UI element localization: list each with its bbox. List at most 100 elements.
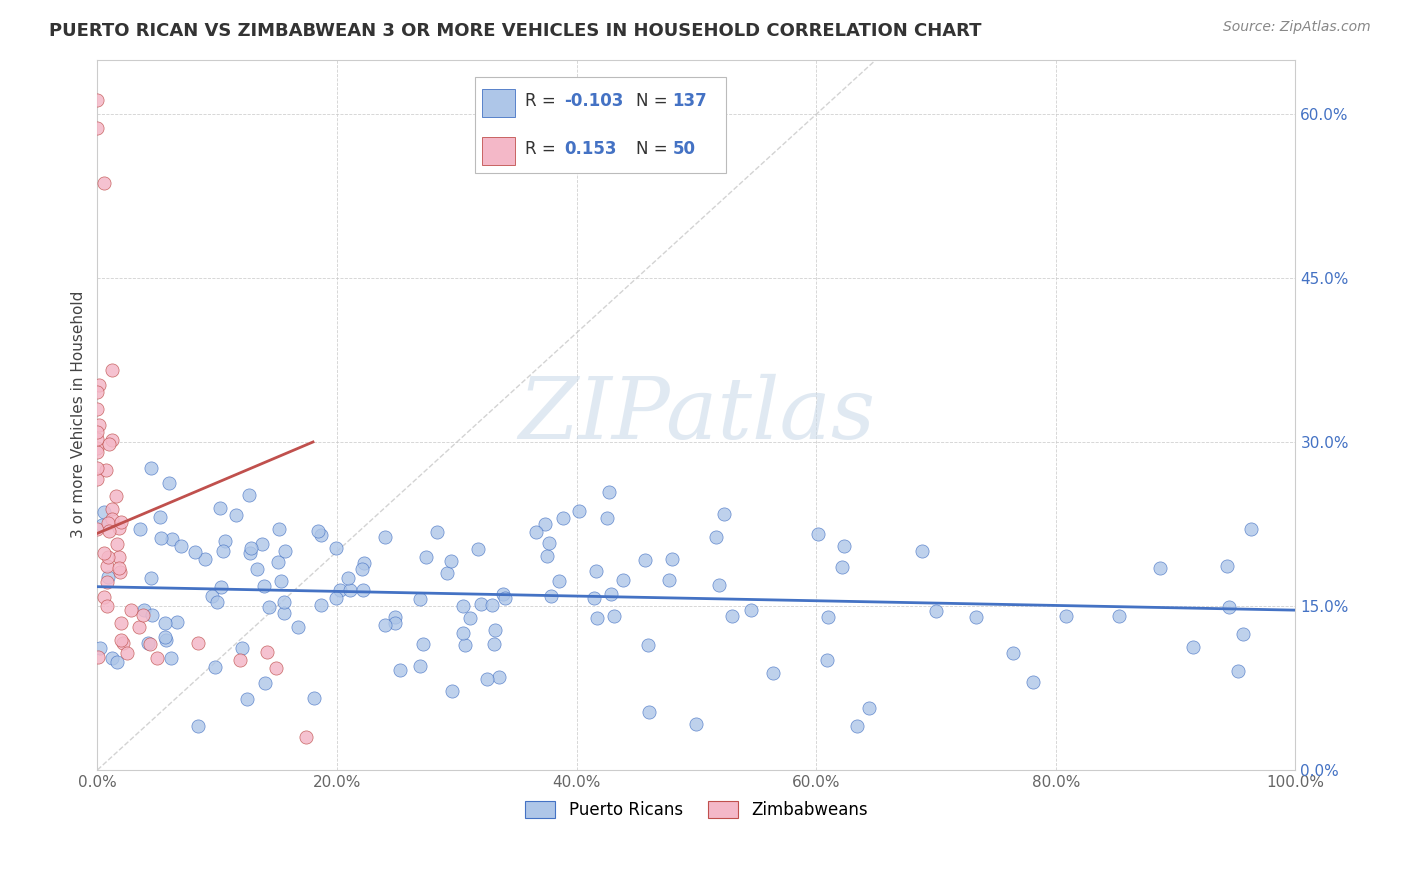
Point [110, 632, 132, 647]
Point [104, 489, 127, 503]
Point [141, 608, 163, 623]
Point [86, 444, 108, 458]
Point [155, 615, 177, 630]
Point [374, 530, 396, 544]
Point [105, 537, 128, 551]
Point [568, 503, 591, 517]
Point [107, 521, 129, 535]
Point [266, 661, 288, 675]
Point [1149, 561, 1171, 575]
Point [254, 676, 277, 690]
Point [484, 623, 506, 637]
Point [1215, 558, 1237, 573]
Point [166, 615, 188, 629]
Point [97, 436, 120, 450]
Point [132, 608, 155, 623]
Text: 0.153: 0.153 [565, 140, 617, 158]
Point [481, 598, 503, 612]
Point [94, 463, 117, 477]
Y-axis label: 3 or more Vehicles in Household: 3 or more Vehicles in Household [72, 291, 86, 539]
Point [97, 570, 120, 584]
Point [256, 645, 278, 659]
Point [96, 574, 118, 589]
Point [467, 542, 489, 557]
Legend: Puerto Ricans, Zimbabweans: Puerto Ricans, Zimbabweans [519, 794, 875, 826]
Point [96, 558, 118, 573]
Point [740, 602, 762, 616]
Point [1181, 640, 1204, 655]
Point [93, 176, 115, 190]
Point [586, 611, 609, 625]
Point [120, 603, 142, 617]
Point [551, 511, 574, 525]
Point [302, 691, 325, 706]
Point [492, 587, 515, 601]
Point [845, 719, 868, 733]
Point [453, 626, 475, 640]
Point [426, 524, 449, 539]
Point [598, 485, 620, 500]
Point [184, 545, 207, 559]
Point [720, 609, 742, 624]
Text: 137: 137 [672, 93, 707, 111]
Point [634, 552, 657, 566]
Point [105, 655, 128, 669]
Point [86, 522, 108, 536]
Point [87, 418, 110, 433]
Point [101, 502, 124, 516]
Point [389, 663, 412, 677]
Point [91, 518, 114, 533]
Point [658, 573, 681, 587]
Point [1240, 522, 1263, 536]
Text: N =: N = [637, 140, 673, 158]
Point [596, 511, 619, 525]
Point [585, 565, 607, 579]
Point [159, 651, 181, 665]
Point [436, 566, 458, 580]
Point [911, 544, 934, 558]
Point [209, 500, 232, 515]
Point [128, 620, 150, 634]
Point [807, 526, 830, 541]
FancyBboxPatch shape [482, 88, 516, 117]
Point [86, 384, 108, 399]
Point [1227, 665, 1250, 679]
Text: ZIPatlas: ZIPatlas [517, 374, 875, 456]
Point [134, 602, 156, 616]
Point [139, 571, 162, 585]
Point [925, 604, 948, 618]
Point [1108, 609, 1130, 624]
Point [155, 632, 177, 647]
Point [97, 549, 120, 564]
Point [101, 362, 124, 376]
Point [273, 606, 295, 620]
Point [482, 637, 505, 651]
Point [458, 611, 481, 625]
Point [246, 562, 269, 576]
Point [146, 650, 169, 665]
Text: Source: ZipAtlas.com: Source: ZipAtlas.com [1223, 20, 1371, 34]
Point [706, 530, 728, 544]
Point [536, 549, 558, 563]
Point [329, 582, 352, 597]
Point [1232, 627, 1254, 641]
Point [209, 580, 232, 594]
Point [454, 639, 477, 653]
Point [470, 598, 492, 612]
Point [170, 539, 193, 553]
Point [96, 599, 118, 613]
Point [582, 591, 605, 605]
Point [87, 378, 110, 392]
Text: PUERTO RICAN VS ZIMBABWEAN 3 OR MORE VEHICLES IN HOUSEHOLD CORRELATION CHART: PUERTO RICAN VS ZIMBABWEAN 3 OR MORE VEH… [49, 22, 981, 40]
Point [477, 672, 499, 686]
Point [86, 425, 108, 439]
Point [336, 572, 359, 586]
Text: R =: R = [524, 140, 561, 158]
Point [267, 522, 290, 536]
Point [187, 636, 209, 650]
Text: N =: N = [637, 93, 673, 111]
Point [295, 730, 318, 744]
Point [86, 93, 108, 107]
Point [97, 524, 120, 538]
Point [713, 508, 735, 522]
